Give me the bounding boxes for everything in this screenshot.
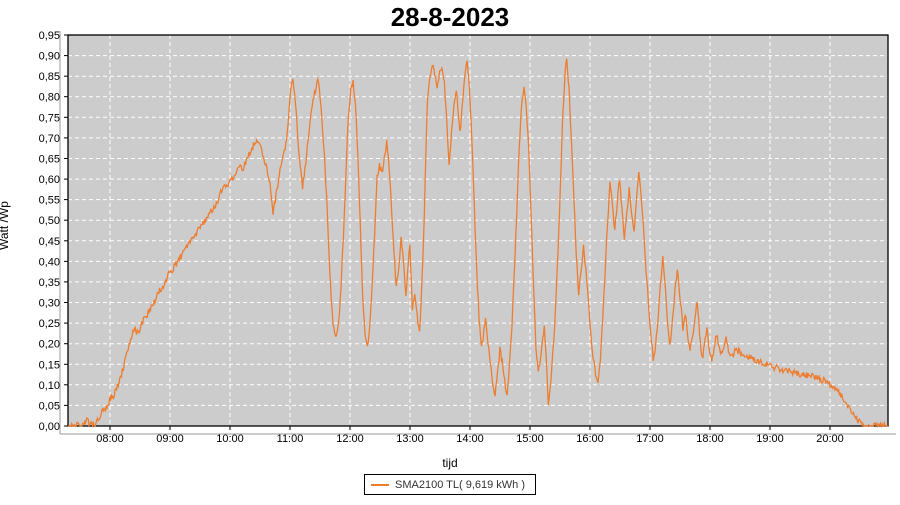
svg-text:0,20: 0,20	[39, 339, 60, 351]
svg-text:0,00: 0,00	[39, 421, 60, 433]
svg-text:0,50: 0,50	[39, 215, 60, 227]
svg-text:14:00: 14:00	[456, 433, 484, 445]
svg-text:0,45: 0,45	[39, 236, 60, 248]
svg-text:09:00: 09:00	[156, 433, 184, 445]
svg-text:0,15: 0,15	[39, 359, 60, 371]
svg-text:0,85: 0,85	[39, 71, 60, 83]
svg-text:18:00: 18:00	[696, 433, 724, 445]
svg-text:15:00: 15:00	[516, 433, 544, 445]
svg-text:16:00: 16:00	[576, 433, 604, 445]
svg-text:0,60: 0,60	[39, 174, 60, 186]
svg-text:13:00: 13:00	[396, 433, 424, 445]
svg-text:11:00: 11:00	[277, 433, 304, 445]
svg-text:0,55: 0,55	[39, 195, 60, 207]
svg-text:0,35: 0,35	[39, 277, 60, 289]
svg-text:0,30: 0,30	[39, 298, 60, 310]
svg-text:0,80: 0,80	[39, 92, 60, 104]
svg-text:0,90: 0,90	[39, 51, 60, 63]
svg-text:08:00: 08:00	[96, 433, 124, 445]
svg-text:20:00: 20:00	[816, 433, 844, 445]
svg-text:0,10: 0,10	[39, 380, 60, 392]
svg-text:0,75: 0,75	[39, 112, 60, 124]
svg-text:10:00: 10:00	[216, 433, 244, 445]
svg-text:17:00: 17:00	[636, 433, 664, 445]
svg-text:0,70: 0,70	[39, 133, 60, 145]
svg-text:12:00: 12:00	[336, 433, 364, 445]
svg-text:0,40: 0,40	[39, 256, 60, 268]
svg-text:19:00: 19:00	[756, 433, 784, 445]
svg-text:0,25: 0,25	[39, 318, 60, 330]
svg-text:0,05: 0,05	[39, 400, 60, 412]
svg-text:0,65: 0,65	[39, 154, 60, 166]
